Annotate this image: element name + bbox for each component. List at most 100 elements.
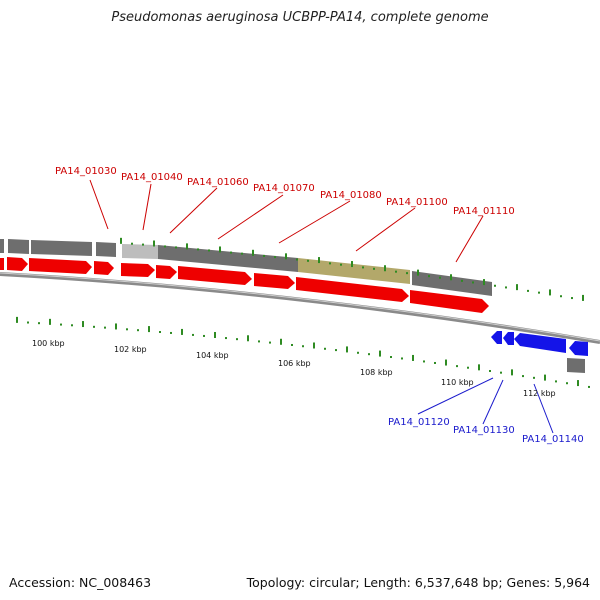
gene-block[interactable] [31, 240, 92, 256]
gc-tick [577, 380, 579, 387]
gc-tick [241, 252, 243, 255]
genome-summary-text: Topology: circular; Length: 6,537,648 bp… [246, 575, 590, 590]
gc-tick [500, 371, 502, 374]
gene-label[interactable]: PA14_01040 [121, 172, 183, 183]
gc-tick [230, 251, 232, 254]
gc-tick [362, 266, 364, 269]
gc-tick [318, 257, 320, 264]
leader-line [355, 207, 416, 252]
gc-tick [164, 245, 166, 248]
gc-tick [346, 346, 348, 353]
forward-cds-track [0, 257, 489, 313]
gc-tick [170, 331, 172, 334]
gc-tick [516, 284, 518, 291]
gc-tick [401, 357, 403, 360]
cds-arrow[interactable] [156, 265, 177, 279]
cds-arrow[interactable] [0, 258, 4, 270]
gene-label[interactable]: PA14_01080 [320, 190, 382, 201]
gc-tick [412, 354, 414, 361]
map-title: Pseudomonas aeruginosa UCBPP-PA14, compl… [111, 10, 489, 25]
gc-tick [313, 342, 315, 349]
gc-tick [505, 286, 507, 289]
kbp-label: 104 kbp [196, 351, 229, 360]
gene-label[interactable]: PA14_01070 [253, 183, 315, 194]
gc-tick [324, 347, 326, 350]
gc-tick [417, 269, 419, 276]
gc-tick [236, 338, 238, 341]
cds-arrow[interactable] [254, 273, 295, 289]
gc-tick [478, 364, 480, 371]
gc-tick [423, 360, 425, 363]
gc-tick [582, 294, 584, 301]
cds-arrow[interactable] [514, 333, 566, 353]
gc-tick [38, 322, 40, 325]
leader-line [482, 379, 504, 425]
leader-line [217, 194, 284, 240]
gc-tick [489, 369, 491, 372]
gene-label[interactable]: PA14_01120 [388, 417, 450, 428]
gene-block[interactable] [8, 239, 29, 254]
cds-arrow[interactable] [410, 290, 489, 313]
kbp-scale: 100 kbp 102 kbp 104 kbp 106 kbp 108 kbp … [32, 339, 556, 398]
gc-tick [291, 343, 293, 346]
cds-arrow[interactable] [503, 332, 514, 345]
gc-tick [329, 262, 331, 265]
gc-tick [60, 323, 62, 326]
gc-tick [181, 328, 183, 335]
gene-label[interactable]: PA14_01100 [386, 197, 448, 208]
kbp-label: 110 kbp [441, 378, 474, 387]
cds-arrow[interactable] [7, 257, 28, 271]
gc-tick [148, 326, 150, 333]
cds-arrow[interactable] [94, 261, 114, 275]
gc-tick [461, 279, 463, 282]
gc-tick [93, 325, 95, 328]
gene-block[interactable] [96, 242, 116, 257]
gene-track [0, 239, 585, 373]
cds-arrow[interactable] [491, 331, 502, 344]
gc-tick [71, 324, 73, 327]
leader-line [455, 215, 484, 263]
cds-arrow[interactable] [121, 263, 155, 277]
genome-backbone-highlight [0, 272, 600, 342]
gc-tick [544, 374, 546, 381]
leader-line [142, 183, 152, 231]
gc-tick [203, 334, 205, 337]
gc-tick [450, 274, 452, 281]
cds-arrow[interactable] [178, 266, 252, 285]
gene-block[interactable] [412, 271, 492, 296]
gc-tick [373, 267, 375, 270]
gc-tick [384, 265, 386, 272]
gc-tick [269, 341, 271, 344]
gc-tick [214, 331, 216, 338]
gc-tick [258, 340, 260, 343]
gc-ticks-upper [120, 237, 584, 301]
gc-tick [219, 246, 221, 253]
gc-tick [566, 382, 568, 385]
cds-arrow[interactable] [569, 341, 588, 356]
leader-line [417, 377, 494, 415]
gc-tick [406, 272, 408, 275]
forward-leader-lines [89, 179, 484, 263]
gc-tick [472, 281, 474, 284]
gc-tick [340, 263, 342, 266]
gc-tick [483, 279, 485, 286]
gene-label[interactable]: PA14_01110 [453, 206, 515, 217]
cds-arrow[interactable] [29, 258, 92, 274]
gene-block-light[interactable] [122, 244, 158, 259]
gene-label[interactable]: PA14_01030 [55, 166, 117, 177]
gc-tick [588, 385, 590, 388]
gene-block[interactable] [158, 245, 298, 272]
gc-tick [335, 349, 337, 352]
gene-label[interactable]: PA14_01130 [453, 425, 515, 436]
gene-block[interactable] [567, 358, 585, 373]
gene-block-highlight[interactable] [298, 258, 410, 284]
gene-block[interactable] [0, 239, 4, 253]
gene-label[interactable]: PA14_01140 [522, 434, 584, 445]
cds-arrow[interactable] [296, 277, 409, 302]
gc-tick [247, 335, 249, 342]
gc-tick [126, 328, 128, 331]
reverse-cds-track [491, 331, 588, 356]
gc-tick [225, 337, 227, 340]
gene-label[interactable]: PA14_01060 [187, 177, 249, 188]
